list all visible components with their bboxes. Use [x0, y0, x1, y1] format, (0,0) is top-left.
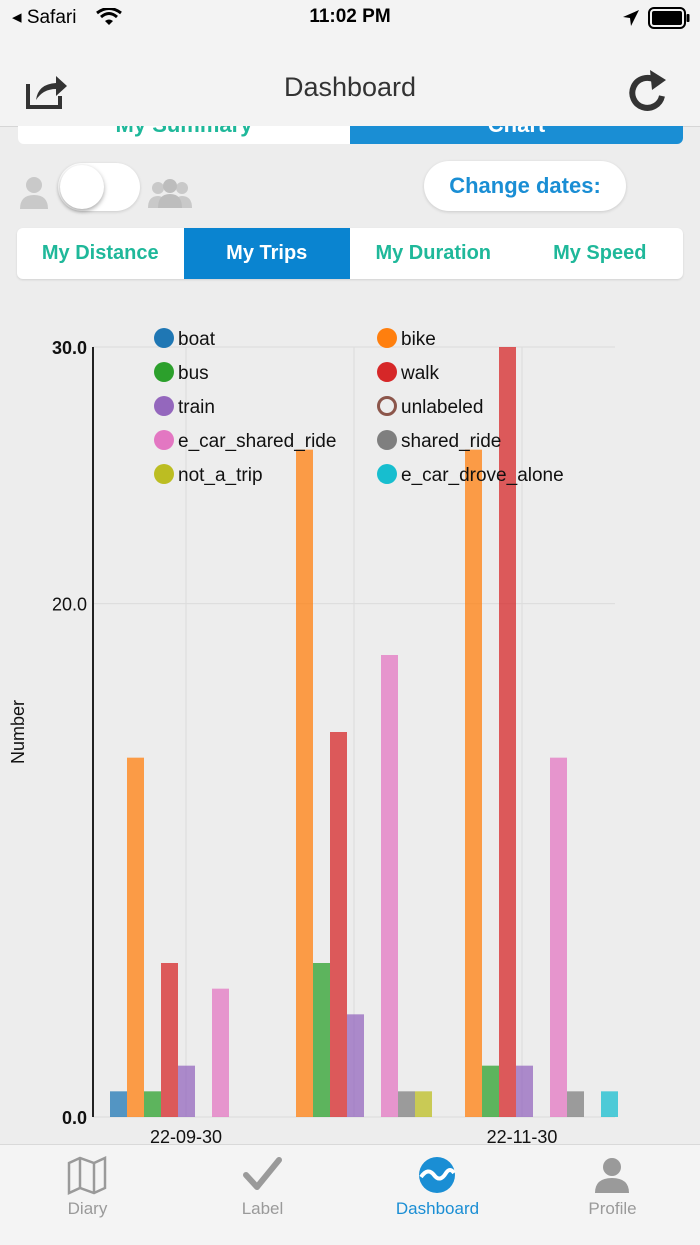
legend-label-e_car_shared_ride: e_car_shared_ride: [178, 431, 336, 452]
tab-profile-label: Profile: [588, 1199, 637, 1218]
tab-my-duration[interactable]: My Duration: [375, 242, 492, 264]
y-axis-label: Number: [8, 700, 28, 764]
tab-label[interactable]: Label: [175, 1145, 350, 1245]
bar-e_car_shared_ride-22-10-31: [381, 655, 398, 1117]
legend-marker-bike: [377, 328, 397, 348]
bar-walk-22-11-30: [499, 347, 516, 1117]
legend-marker-boat: [154, 328, 174, 348]
location-arrow-icon: [623, 10, 639, 26]
tab-profile[interactable]: Profile: [525, 1145, 700, 1245]
bar-train-22-11-30: [516, 1065, 533, 1117]
bottom-tab-bar: Diary Label Dashboard Profile: [0, 1144, 700, 1245]
metric-tabs: My Distance My Trips My Duration My Spee…: [17, 228, 683, 279]
summary-chart-toggle: My Summary Chart: [18, 126, 683, 144]
bar-bike-22-09-30: [127, 757, 144, 1117]
legend-label-shared_ride: shared_ride: [401, 431, 501, 452]
legend-marker-shared_ride: [377, 430, 397, 450]
map-icon: [67, 1156, 107, 1195]
bar-e_car_drove_alone-22-11-30: [601, 1091, 618, 1117]
bar-bus-22-10-31: [313, 963, 330, 1117]
legend-marker-not_a_trip: [154, 464, 174, 484]
profile-person-icon: [595, 1158, 629, 1193]
tab-diary[interactable]: Diary: [0, 1145, 175, 1245]
legend-label-bike: bike: [401, 329, 436, 350]
person-icon: [20, 177, 48, 209]
bar-shared_ride-22-10-31: [398, 1091, 415, 1117]
y-tick-label: 20.0: [52, 595, 87, 615]
aggregate-toggle[interactable]: [58, 163, 140, 211]
legend-marker-e_car_drove_alone: [377, 464, 397, 484]
legend-label-boat: boat: [178, 329, 216, 350]
tab-chart[interactable]: Chart: [350, 126, 683, 144]
page-title: Dashboard: [283, 72, 417, 102]
x-tick-label: 22-11-30: [487, 1127, 558, 1147]
battery-icon: [648, 7, 690, 29]
checkmark-icon: [243, 1157, 282, 1190]
bar-e_car_shared_ride-22-11-30: [550, 757, 567, 1117]
y-tick-label: 0.0: [62, 1108, 87, 1128]
trips-bar-chart: 0.0 20.0 30.0 Number 22-09-30 22-11-30 boat bik…: [8, 328, 618, 1147]
carrier-label: ◂ Safari: [12, 7, 77, 28]
wifi-icon: [96, 8, 122, 25]
app-header: Dashboard: [0, 36, 700, 127]
legend-label-not_a_trip: not_a_trip: [178, 465, 263, 486]
tab-summary-label: My Summary: [18, 126, 350, 138]
toggle-knob: [60, 165, 104, 209]
change-dates-button[interactable]: Change dates:: [424, 161, 626, 211]
tab-dashboard-label: Dashboard: [395, 1199, 480, 1218]
tab-my-distance[interactable]: My Distance: [41, 242, 159, 264]
bar-boat-22-09-30: [110, 1091, 127, 1117]
tab-dashboard[interactable]: Dashboard: [350, 1145, 525, 1245]
clock: 11:02 PM: [309, 6, 391, 27]
legend-marker-train: [154, 396, 174, 416]
bar-train-22-09-30: [178, 1065, 195, 1117]
legend-marker-e_car_shared_ride: [154, 430, 174, 450]
tab-my-speed[interactable]: My Speed: [553, 242, 647, 264]
bar-e_car_shared_ride-22-09-30: [212, 988, 229, 1117]
legend-label-e_car_drove_alone: e_car_drove_alone: [401, 465, 564, 486]
legend-label-unlabeled: unlabeled: [401, 397, 483, 418]
tab-my-trips[interactable]: My Trips: [183, 228, 350, 279]
legend-label-bus: bus: [178, 363, 209, 384]
y-tick-label: 30.0: [52, 338, 87, 358]
legend-label-walk: walk: [400, 363, 440, 384]
group-icon: [148, 179, 192, 208]
wave-icon: [419, 1157, 456, 1193]
status-bar: ◂ Safari 11:02 PM: [0, 0, 700, 36]
bar-bus-22-11-30: [482, 1065, 499, 1117]
legend-label-train: train: [178, 397, 215, 418]
legend-marker-walk: [377, 362, 397, 382]
bar-shared_ride-22-11-30: [567, 1091, 584, 1117]
legend-marker-bus: [154, 362, 174, 382]
share-icon[interactable]: [24, 70, 70, 110]
bar-bike-22-10-31: [296, 449, 313, 1117]
bar-walk-22-10-31: [330, 732, 347, 1117]
x-tick-label: 22-09-30: [150, 1127, 222, 1147]
tab-summary[interactable]: My Summary: [18, 126, 350, 144]
bar-train-22-10-31: [347, 1014, 364, 1117]
refresh-icon[interactable]: [622, 66, 674, 118]
tab-diary-label: Diary: [67, 1199, 108, 1218]
bar-bus-22-09-30: [144, 1091, 161, 1117]
bar-bike-22-11-30: [465, 449, 482, 1117]
tab-chart-label: Chart: [350, 126, 683, 138]
legend-marker-unlabeled: [377, 396, 397, 416]
bar-not_a_trip-22-10-31: [415, 1091, 432, 1117]
bar-walk-22-09-30: [161, 963, 178, 1117]
tab-label-label: Label: [241, 1199, 284, 1218]
